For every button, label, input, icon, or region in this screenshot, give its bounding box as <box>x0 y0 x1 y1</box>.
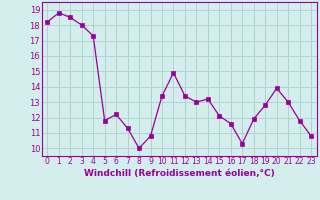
X-axis label: Windchill (Refroidissement éolien,°C): Windchill (Refroidissement éolien,°C) <box>84 169 275 178</box>
